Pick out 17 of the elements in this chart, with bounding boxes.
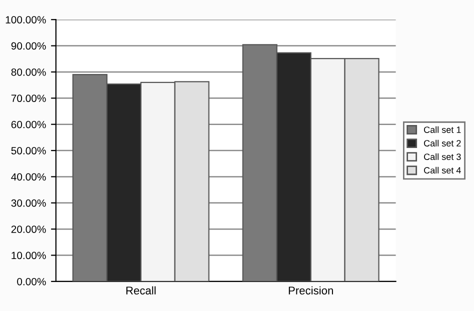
x-tick-label: Recall [126,286,156,294]
y-tick-label: 70.00% [11,94,46,102]
y-tick-label: 40.00% [11,173,46,181]
y-tick-label: 20.00% [11,226,46,233]
y-tick-label: 30.00% [11,199,46,207]
legend-label: Call set 3 [424,153,461,160]
y-tick-label: 80.00% [11,68,46,76]
y-tick-label: 50.00% [11,147,46,154]
y-tick-label: 10.00% [12,252,46,260]
y-tick-label: 60.00% [11,120,46,128]
x-tick-label: Precision [288,286,333,294]
legend-label: Call set 2 [424,140,461,146]
y-tick-label: 0.00% [17,278,46,286]
legend-label: Call set 1 [424,126,461,133]
y-tick-label: 100.00% [6,16,46,24]
legend-label: Call set 4 [424,166,461,174]
y-tick-label: 90.00% [11,42,46,50]
